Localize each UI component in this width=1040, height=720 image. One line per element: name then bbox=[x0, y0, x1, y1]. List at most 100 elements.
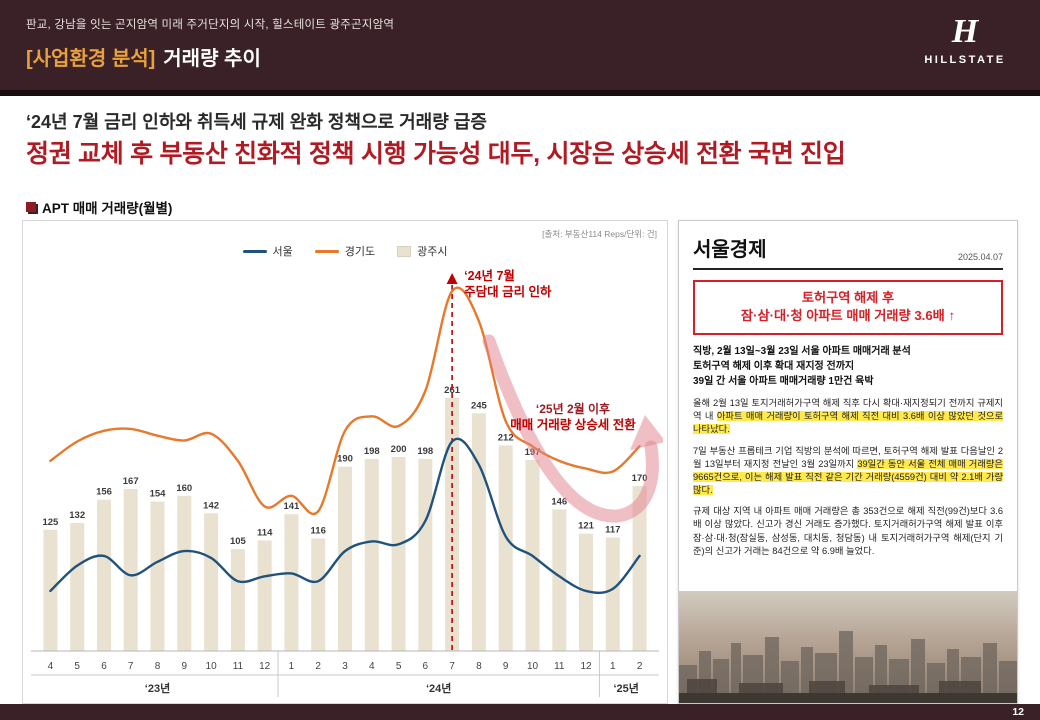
article-deck-line: 토허구역 해제 이후 확대 재지정 전까지 bbox=[693, 360, 855, 372]
month-tick-label: 2 bbox=[637, 661, 643, 672]
bar-gwangju bbox=[418, 458, 433, 651]
peak-annotation-line1: ‘24년 7월 bbox=[464, 268, 515, 283]
square-bullet-icon bbox=[26, 202, 36, 212]
bar-value-label: 154 bbox=[150, 489, 167, 500]
turn-annotation-line1: ‘25년 2월 이후 bbox=[536, 401, 610, 416]
bar-gwangju bbox=[311, 538, 326, 651]
month-tick-label: 5 bbox=[74, 661, 80, 672]
bar-value-label: 212 bbox=[498, 432, 514, 443]
month-tick-label: 12 bbox=[259, 661, 271, 672]
page-title-prefix: [사업환경 분석] bbox=[26, 48, 156, 70]
article-headline-line1: 토허구역 해제 후 bbox=[801, 290, 895, 305]
month-tick-label: 2 bbox=[315, 661, 321, 672]
year-group-label: ‘23년 bbox=[145, 681, 170, 695]
bar-value-label: 121 bbox=[578, 521, 595, 532]
bar-gwangju bbox=[471, 413, 486, 651]
month-tick-label: 12 bbox=[580, 661, 592, 672]
bar-value-label: 156 bbox=[96, 487, 112, 498]
hillstate-wordmark: HILLSTATE bbox=[924, 54, 1006, 66]
bar-gwangju bbox=[97, 499, 111, 651]
bar-gwangju bbox=[150, 501, 165, 651]
month-tick-label: 8 bbox=[476, 661, 482, 672]
month-tick-label: 11 bbox=[554, 661, 565, 672]
bar-value-label: 245 bbox=[471, 400, 488, 411]
news-article-panel: 서울경제 2025.04.07 토허구역 해제 후 잠·삼·대·청 아파트 매매… bbox=[678, 220, 1018, 704]
peak-annotation-line2: 주담대 금리 인하 bbox=[464, 284, 552, 299]
bar-value-label: 132 bbox=[69, 510, 85, 521]
bar-value-label: 125 bbox=[42, 517, 59, 528]
bar-value-label: 117 bbox=[605, 525, 620, 536]
bar-value-label: 198 bbox=[417, 446, 433, 457]
bar-gwangju bbox=[177, 495, 192, 651]
month-tick-label: 6 bbox=[423, 661, 429, 672]
bar-value-label: 146 bbox=[551, 496, 567, 507]
bar-value-label: 261 bbox=[444, 385, 461, 396]
bar-gwangju bbox=[632, 486, 647, 651]
month-tick-label: 11 bbox=[233, 661, 244, 672]
chart-title-text: APT 매매 거래량(월별) bbox=[42, 201, 173, 216]
bar-gwangju bbox=[605, 537, 620, 651]
month-tick-label: 9 bbox=[503, 661, 509, 672]
month-tick-label: 1 bbox=[610, 661, 616, 672]
bar-gwangju bbox=[230, 549, 245, 651]
headline-line1: ‘24년 7월 금리 인하와 취득세 규제 완화 정책으로 거래량 급증 bbox=[26, 112, 487, 132]
series-line-seoul bbox=[49, 437, 641, 595]
bar-value-label: 142 bbox=[203, 500, 219, 511]
article-headline-line2: 잠·삼·대·청 아파트 매매 거래량 3.6배 ↑ bbox=[740, 308, 956, 324]
month-tick-label: 5 bbox=[396, 661, 402, 672]
month-tick-label: 3 bbox=[342, 661, 348, 672]
upturn-swoosh-arrow bbox=[482, 334, 659, 523]
bar-gwangju bbox=[70, 523, 85, 651]
month-tick-label: 6 bbox=[101, 661, 107, 672]
article-deck-line: 39일 간 서울 아파트 매매거래량 1만건 육박 bbox=[693, 375, 874, 387]
peak-triangle-icon bbox=[446, 273, 458, 284]
article-masthead: 서울경제 2025.04.07 bbox=[693, 233, 1003, 270]
chart-panel: [출처: 부동산114 Reps/단위: 건] 서울 경기도 광주시 125 132 1… bbox=[22, 220, 668, 704]
article-body: 올해 2월 13일 토지거래허가구역 해제 직후 다시 확대·재지정되기 전까지… bbox=[693, 397, 1003, 558]
bar-value-label: 141 bbox=[283, 501, 300, 512]
article-headline-box: 토허구역 해제 후 잠·삼·대·청 아파트 매매 거래량 3.6배 ↑ bbox=[693, 280, 1003, 335]
turn-annotation-line2: 매매 거래량 상승세 전환 bbox=[510, 417, 636, 432]
article-deck: 직방, 2월 13일~3월 23일 서울 아파트 매매거래 분석 토허구역 해제… bbox=[693, 344, 1003, 389]
bar-gwangju bbox=[284, 514, 299, 651]
article-paragraph: 규제 대상 지역 내 아파트 매매 거래량은 총 353건으로 해제 직전(99… bbox=[693, 506, 1003, 556]
bar-value-label: 200 bbox=[391, 444, 407, 455]
month-tick-label: 10 bbox=[206, 661, 218, 672]
article-paragraph: 7일 부동산 프롭테크 기업 직방의 분석에 따르면, 토허구역 해제 발표 다… bbox=[693, 445, 1003, 496]
footer-bar: 12 bbox=[0, 704, 1040, 720]
bar-gwangju bbox=[123, 489, 138, 651]
article-date: 2025.04.07 bbox=[957, 252, 1003, 262]
bar-value-label: 190 bbox=[337, 454, 353, 465]
article-deck-line: 직방, 2월 13일~3월 23일 서울 아파트 매매거래 분석 bbox=[693, 345, 911, 357]
article-paragraph: 올해 2월 13일 토지거래허가구역 해제 직후 다시 확대·재지정되기 전까지… bbox=[693, 397, 1003, 435]
month-tick-label: 10 bbox=[527, 661, 539, 672]
bar-value-label: 170 bbox=[632, 473, 648, 484]
header-divider bbox=[0, 90, 1040, 96]
page-title-text: 거래량 추이 bbox=[163, 48, 261, 70]
month-tick-label: 1 bbox=[289, 661, 295, 672]
chart-source-note: [출처: 부동산114 Reps/단위: 건] bbox=[542, 229, 657, 239]
bar-gwangju bbox=[204, 513, 219, 651]
bar-gwangju bbox=[257, 540, 272, 651]
month-tick-label: 8 bbox=[155, 661, 161, 672]
bar-gwangju bbox=[445, 397, 460, 651]
month-tick-label: 7 bbox=[128, 661, 134, 672]
bar-value-label: 105 bbox=[230, 536, 247, 547]
headline-line2: 정권 교체 후 부동산 친화적 정책 시행 가능성 대두, 시장은 상승세 전환… bbox=[26, 140, 846, 168]
year-group-label: ‘25년 bbox=[613, 681, 638, 695]
month-tick-label: 9 bbox=[182, 661, 188, 672]
hillstate-logo: H HILLSTATE bbox=[920, 12, 1010, 66]
bar-value-label: 198 bbox=[364, 446, 380, 457]
skyline-graphic bbox=[679, 631, 1017, 703]
bar-gwangju bbox=[498, 445, 513, 651]
month-tick-label: 7 bbox=[449, 661, 455, 672]
newspaper-name: 서울경제 bbox=[693, 239, 767, 261]
chart-title: APT 매매 거래량(월별) bbox=[26, 197, 172, 217]
year-group-label: ‘24년 bbox=[426, 681, 451, 695]
city-skyline-photo bbox=[679, 591, 1017, 703]
month-tick-label: 4 bbox=[48, 661, 54, 672]
bar-value-label: 114 bbox=[257, 527, 273, 538]
bar-gwangju bbox=[391, 457, 406, 651]
